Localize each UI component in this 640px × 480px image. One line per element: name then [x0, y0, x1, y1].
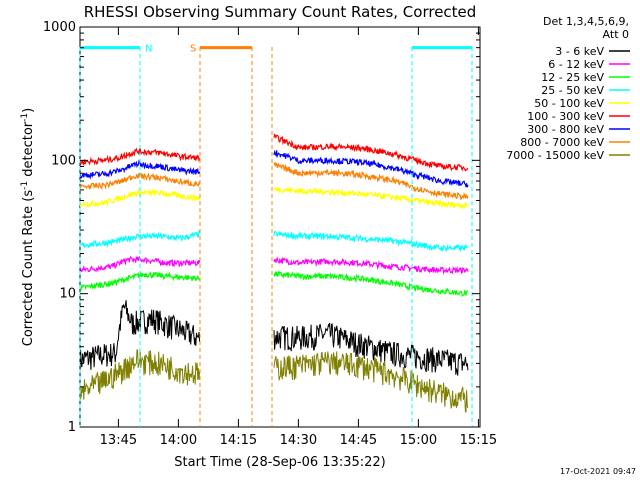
x-tick-label: 14:15: [220, 433, 257, 448]
legend-entry-label: 300 - 800 keV: [527, 123, 604, 136]
x-tick-label: 14:00: [160, 433, 197, 448]
series-line: [79, 186, 469, 211]
x-axis: 13:45 14:00 14:15 14:30 14:45 15:00 15:15: [100, 27, 497, 448]
y-axis-label-mid: detector: [21, 121, 36, 181]
series-line: [79, 229, 469, 253]
y-axis-label-main: Corrected Count Rate (s: [21, 190, 36, 347]
x-axis-label: Start Time (28-Sep-06 13:35:22): [174, 455, 385, 470]
legend-entry-label: 12 - 25 keV: [541, 71, 604, 84]
y-axis-label-sup2: -1: [20, 113, 30, 122]
y-tick-label: 1: [68, 420, 76, 435]
legend-entry-label: 6 - 12 keV: [548, 58, 604, 71]
series-line: [79, 149, 469, 188]
legend-entry-label: 800 - 7000 keV: [520, 136, 604, 149]
series-line: [79, 255, 469, 275]
y-tick-label: 1000: [43, 20, 76, 35]
x-tick-label: 15:15: [460, 433, 497, 448]
y-tick-label: 10: [59, 287, 76, 302]
footer-timestamp: 17-Oct-2021 09:47: [560, 467, 636, 476]
legend-entry-label: 3 - 6 keV: [555, 45, 604, 58]
x-tick-label: 15:00: [400, 433, 437, 448]
legend-entry-label: 100 - 300 keV: [527, 110, 604, 123]
series-line: [79, 349, 469, 414]
series-line: [79, 270, 468, 297]
chart-title: RHESSI Observing Summary Count Rates, Co…: [84, 3, 477, 21]
interval-label: N: [145, 44, 152, 55]
legend-entry-label: 50 - 100 keV: [534, 97, 604, 110]
y-axis-label-sup1: -1: [20, 181, 30, 190]
legend-header-line-2: Att 0: [603, 28, 629, 41]
y-tick-label: 100: [51, 153, 76, 168]
series-line: [79, 300, 469, 376]
y-axis-label: Corrected Count Rate (s-1 detector-1): [20, 108, 36, 346]
legend-entry-label: 7000 - 15000 keV: [506, 149, 604, 162]
interval-label: S: [190, 44, 196, 55]
legend-header-line-1: Det 1,3,4,5,6,9,: [543, 15, 629, 28]
series-layer: [79, 133, 469, 414]
x-tick-label: 14:30: [280, 433, 317, 448]
x-tick-label: 13:45: [100, 433, 137, 448]
y-axis: 1 10 100 1000: [43, 20, 480, 435]
series-line: [79, 161, 469, 201]
x-tick-label: 14:45: [340, 433, 377, 448]
plot-frame: [79, 26, 481, 428]
legend-entry-label: 25 - 50 keV: [541, 84, 604, 97]
y-axis-label-end: ): [21, 108, 36, 113]
